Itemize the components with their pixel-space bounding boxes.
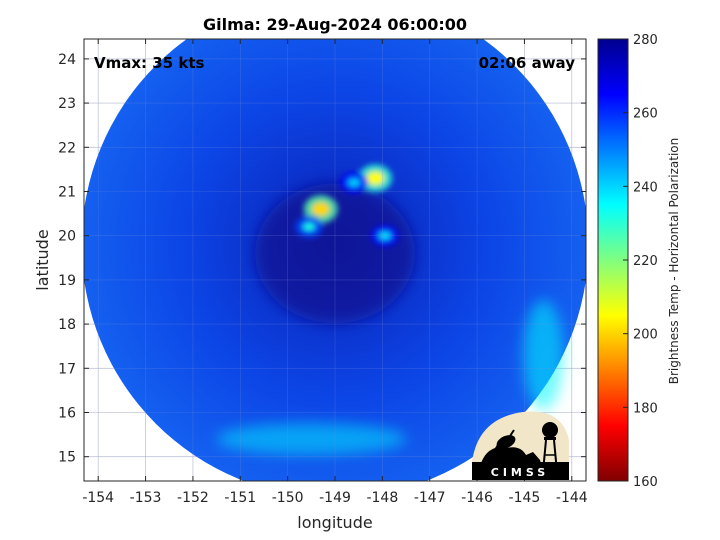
- feature-convection-5: [347, 178, 360, 187]
- y-tick-label: 20: [58, 229, 76, 245]
- swath-layer: [84, 39, 586, 481]
- x-tick-label: -150: [272, 490, 304, 506]
- y-tick-label: 24: [58, 52, 76, 68]
- feature-convection-2: [366, 171, 385, 186]
- y-axis-label: latitude: [33, 229, 52, 290]
- colorbar-tick-label: 260: [633, 107, 658, 122]
- x-tick-label: -153: [130, 490, 162, 506]
- feature-convection-3: [302, 222, 315, 231]
- colorbar-tick-label: 180: [633, 401, 658, 416]
- feature-warm-band-south: [216, 423, 407, 456]
- colorbar-ticks: 160 180 200 220 240 260 280: [623, 33, 658, 490]
- y-tick-label: 21: [58, 184, 76, 200]
- x-tick-label: -152: [177, 490, 209, 506]
- colorbar-tick-label: 160: [633, 475, 658, 490]
- feature-layer: [216, 183, 564, 456]
- grid-overlay: [84, 39, 586, 481]
- x-tick-label: -147: [414, 490, 446, 506]
- colorbar-tick-label: 280: [633, 33, 658, 48]
- feature-warm-band-east: [523, 300, 564, 411]
- y-tick-label: 17: [58, 361, 76, 377]
- plot-area: -154 -153 -152 -151 -150 -149 -148 -147 -146 -145…: [33, 38, 588, 532]
- feature-convection-4: [378, 231, 391, 240]
- y-tick-label: 19: [58, 273, 76, 289]
- y-tick-label: 22: [58, 140, 76, 156]
- x-axis-label: longitude: [297, 513, 372, 532]
- y-tick-label: 15: [58, 450, 76, 466]
- y-tick-label: 16: [58, 405, 76, 421]
- colorbar-tick-label: 240: [633, 180, 658, 195]
- colorbar-tick-label: 220: [633, 254, 658, 269]
- feature-eye: [255, 183, 415, 324]
- x-tick-label: -151: [224, 490, 256, 506]
- x-tick-label: -145: [509, 490, 541, 506]
- feature-convection-1: [311, 202, 330, 217]
- x-tick-label: -144: [556, 490, 588, 506]
- time-away-annotation: 02:06 away: [479, 54, 576, 72]
- x-tick-label: -149: [319, 490, 351, 506]
- x-tick-label: -146: [461, 490, 493, 506]
- cimss-logo-icon: CIMSS: [472, 411, 569, 480]
- x-axis: -154 -153 -152 -151 -150 -149 -148 -147 -146 -145…: [82, 39, 588, 506]
- x-tick-label: -154: [82, 490, 114, 506]
- colorbar: 160 180 200 220 240 260 280 Brightness Temp - …: [597, 33, 681, 490]
- vmax-annotation: Vmax: 35 kts: [94, 54, 204, 72]
- convective-core-layer: [294, 164, 399, 247]
- x-tick-label: -148: [366, 490, 398, 506]
- y-axis: 15 16 17 18 19 20 21 22 23 24: [58, 52, 586, 466]
- chart-title: Gilma: 29-Aug-2024 06:00:00: [203, 15, 467, 34]
- y-tick-label: 23: [58, 96, 76, 112]
- y-tick-label: 18: [58, 317, 76, 333]
- colorbar-label: Brightness Temp - Horizontal Polarizatio…: [667, 138, 681, 385]
- cimss-logo-text: CIMSS: [491, 466, 549, 479]
- colorbar-tick-label: 200: [633, 328, 658, 343]
